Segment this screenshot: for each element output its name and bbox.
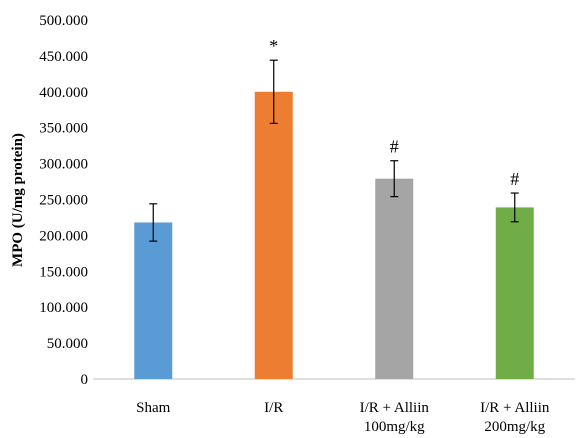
y-tick-label: 500.000 [39,13,88,29]
error-bars [149,59,519,242]
y-tick-label: 200.000 [39,228,88,244]
significance-marker: # [510,169,519,189]
y-tick-label: 300.000 [39,157,88,173]
bar [495,207,534,379]
category-label: I/R [264,400,283,416]
significance-marker: # [390,137,399,157]
y-tick-label: 450.000 [39,49,88,65]
category-label: I/R + Alliin 100mg/kg [360,400,430,435]
y-axis-title-group: MPO (U/mg protein) [10,133,26,267]
y-tick-label: 50.000 [47,336,88,352]
y-tick-label: 0 [81,372,89,388]
bar [254,91,293,380]
bar [134,222,173,379]
y-tick-label: 250.000 [39,193,88,209]
category-label: Sham [136,400,171,416]
y-axis-ticks: 0 50.000 100.000 150.000 200.000 250.000 300.0… [39,13,88,388]
bars [134,91,534,380]
bar [375,178,414,379]
y-axis-title: MPO (U/mg protein) [10,133,26,267]
significance-annotations: * # # [269,36,519,189]
category-label: I/R + Alliin 200mg/kg [480,400,550,435]
significance-marker: * [269,36,278,56]
y-tick-label: 400.000 [39,85,88,101]
x-axis-category-labels: Sham I/R I/R + Alliin 100mg/kg I/R + Alliin 2… [136,400,550,435]
y-tick-label: 150.000 [39,264,88,280]
y-tick-label: 100.000 [39,300,88,316]
y-tick-label: 350.000 [39,121,88,137]
